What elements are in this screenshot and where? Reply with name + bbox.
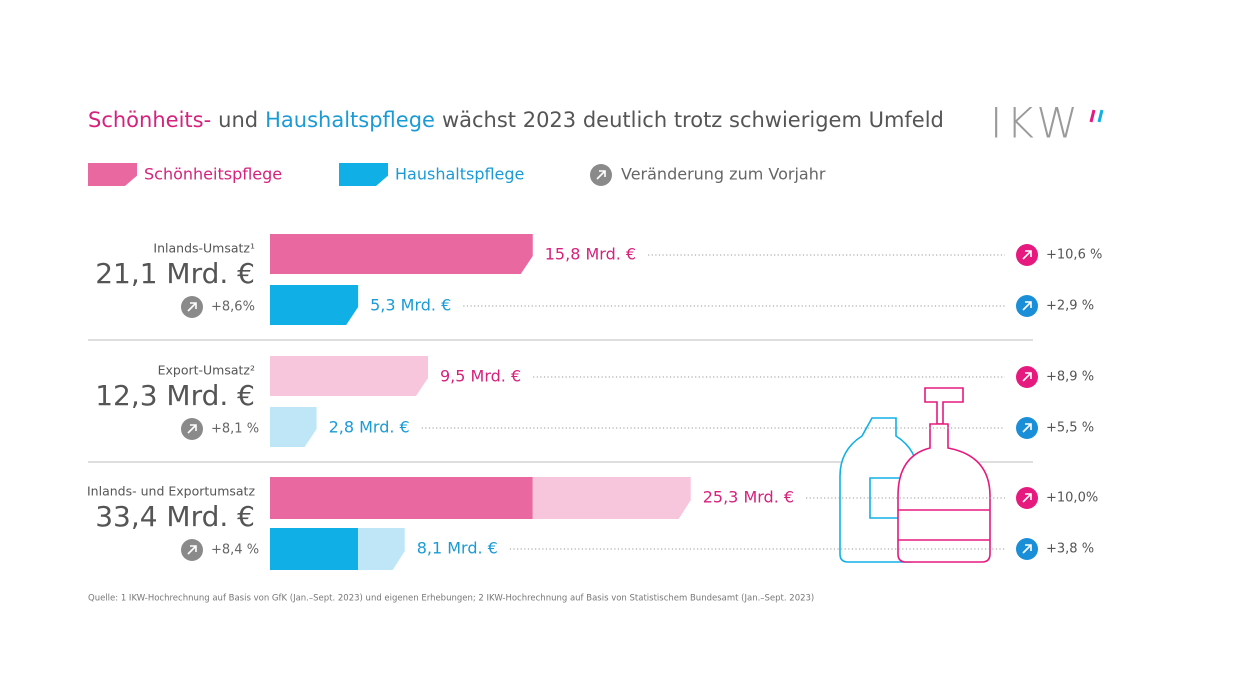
bar-segment [270,477,533,519]
bar-segment [532,477,691,519]
group-label: Inlands- und Exportumsatz [87,484,255,499]
group-label: Export-Umsatz² [158,363,255,378]
title-part: wächst 2023 deutlich trotz schwierigem U… [442,108,944,132]
title-part: Haushaltspflege [265,108,435,132]
change-label: +10,6 % [1046,248,1102,263]
group-change: +8,6% [211,300,255,315]
legend-swatch [339,163,388,186]
title-part: Schönheits- [88,108,211,132]
change-arrow [1022,544,1032,554]
change-arrow [1022,493,1032,503]
change-arrow [596,170,606,180]
change-label: +5,5 % [1046,421,1094,436]
value-label: 25,3 Mrd. € [703,488,794,507]
title-part: und [218,108,258,132]
bar [270,356,428,396]
logo-mark [1089,109,1096,123]
value-label: 8,1 Mrd. € [417,539,498,558]
group-total: 33,4 Mrd. € [95,500,255,533]
group-change: +8,4 % [211,543,259,558]
chart-title: Schönheits-und Haushaltspflege wächst 2023… [88,108,944,132]
value-label: 5,3 Mrd. € [370,296,451,315]
legend-label: Haushaltspflege [395,165,524,184]
change-arrow [1022,372,1032,382]
change-label: +2,9 % [1046,299,1094,314]
bar [270,407,317,447]
legend-swatch [88,163,137,186]
change-arrow [1022,250,1032,260]
change-arrow [187,424,197,434]
group-label: Inlands-Umsatz¹ [153,241,255,256]
value-label: 2,8 Mrd. € [329,418,410,437]
value-label: 9,5 Mrd. € [440,367,521,386]
bar-segment [270,528,359,570]
bar [270,234,533,274]
logo: IKW [990,99,1082,148]
change-arrow [187,545,197,555]
bar [270,285,359,325]
bottle-illustration [839,387,991,563]
logo-mark [1097,109,1104,123]
change-arrow [187,302,197,312]
change-label: +10,0% [1046,491,1098,506]
legend-label: Veränderung zum Vorjahr [621,165,826,184]
group-total: 12,3 Mrd. € [95,379,255,412]
bar-segment [358,528,405,570]
change-arrow [1022,423,1032,433]
change-arrow [1022,301,1032,311]
group-change: +8,1 % [211,422,259,437]
change-label: +8,9 % [1046,370,1094,385]
change-label: +3,8 % [1046,542,1094,557]
value-label: 15,8 Mrd. € [545,245,636,264]
legend-label: Schönheitspflege [144,165,282,184]
footnote: Quelle: 1 IKW-Hochrechnung auf Basis von… [88,594,814,604]
group-total: 21,1 Mrd. € [95,257,255,290]
